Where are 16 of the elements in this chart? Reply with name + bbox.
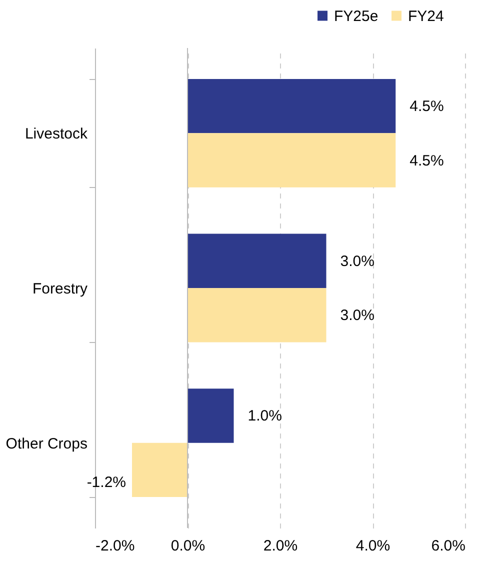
legend-label: FY25e [334,8,378,25]
x-tick-label: -2.0% [96,538,135,554]
x-tick-label: 6.0% [431,538,466,554]
data-label: 4.5% [410,152,444,170]
data-label: 1.0% [248,408,282,425]
legend-label: FY24 [408,8,444,25]
x-tick-label: 4.0% [356,538,390,554]
data-label: 3.0% [340,252,374,270]
data-label: -1.2% [86,474,126,491]
data-label: 4.5% [410,98,444,116]
data-label: 3.0% [340,307,374,324]
y-tick-label: Other Crops [6,435,88,452]
x-tick-label: 0.0% [170,538,206,554]
x-tick-label: 2.0% [263,538,298,554]
y-tick-label: Livestock [24,126,88,143]
y-tick-label: Forestry [32,280,88,298]
